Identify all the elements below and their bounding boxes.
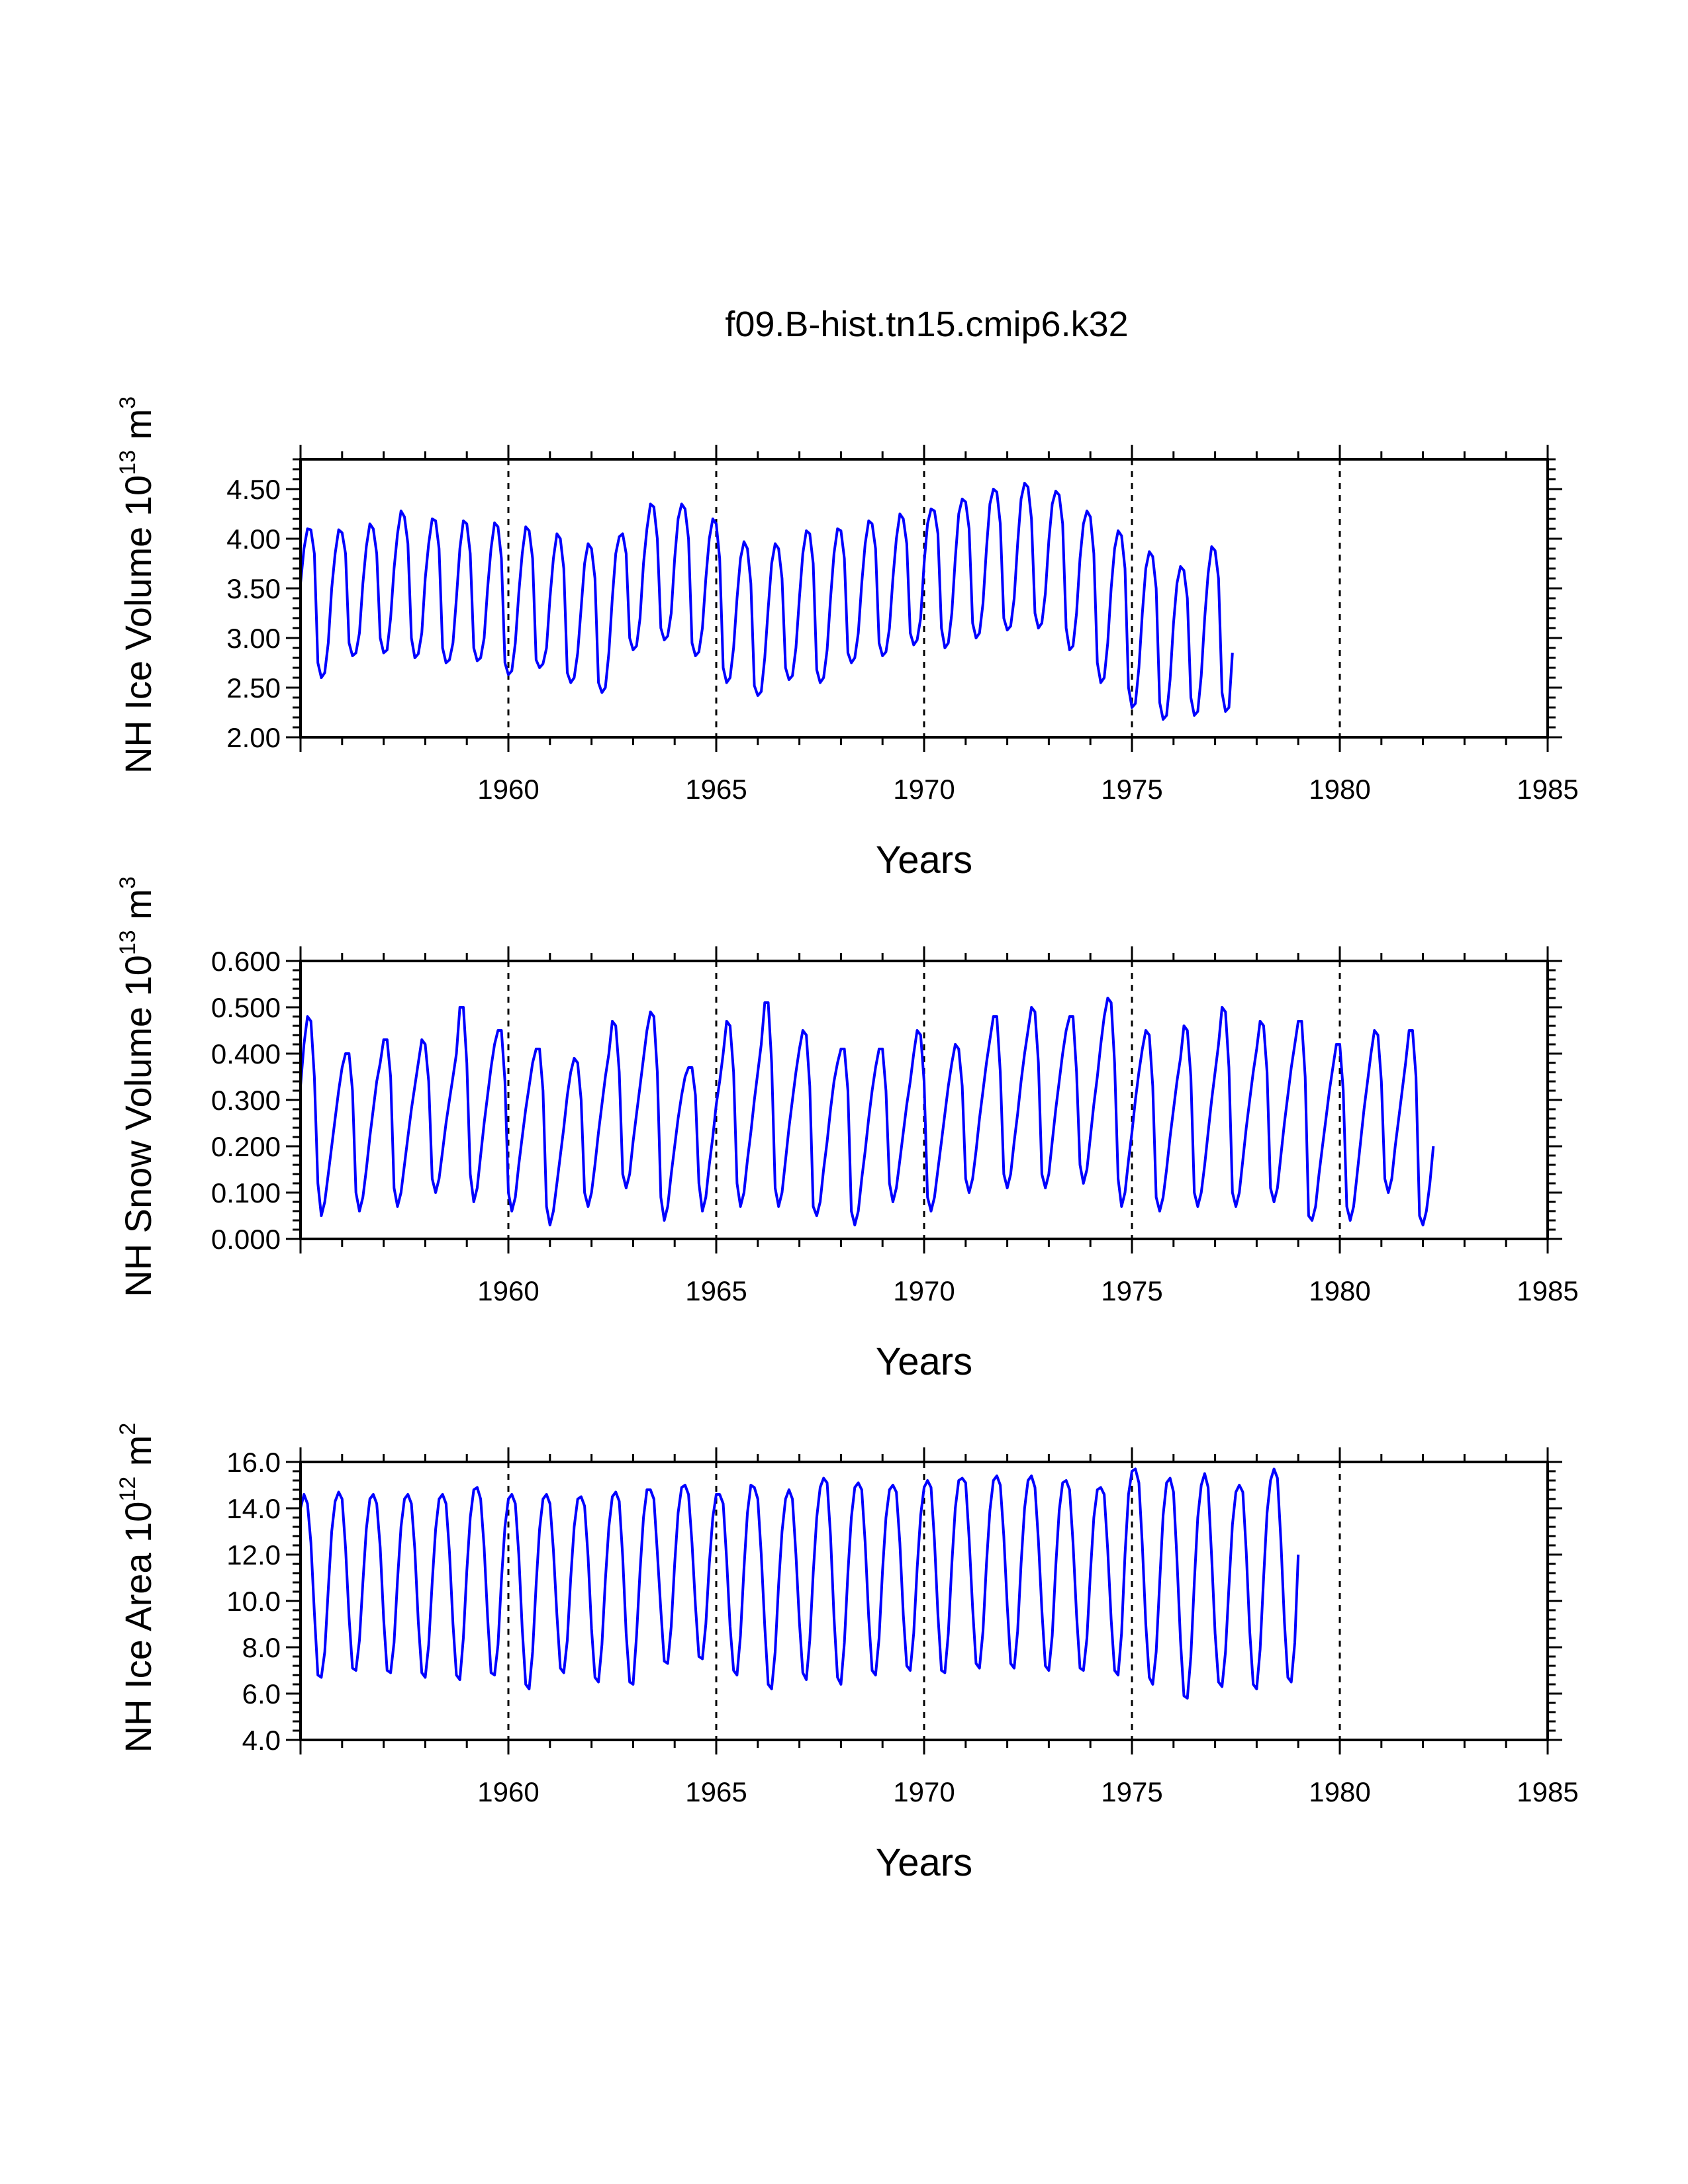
y-tick-label-0.600: 0.600 [211,946,281,977]
dashed-year-lines [507,459,1341,737]
x-tick-label-1975: 1975 [1101,774,1162,805]
y-tick-label-3.00: 3.00 [226,623,281,654]
y-tick-label-0.100: 0.100 [211,1177,281,1208]
snow-volume-series-line [299,997,1435,1226]
panel-snow-volume: 1960 1965 1970 1975 1980 1985 0.000 0.100 0.200 0… [115,876,1579,1383]
x-tick-label-1960: 1960 [477,1776,539,1807]
x-tick-label-1985: 1985 [1517,1776,1578,1807]
ylabel-unit-exponent: 2 [115,1423,140,1435]
x-tick-label-1965: 1965 [685,1275,747,1306]
ylabel-unit-exponent: 3 [115,876,140,889]
ice-area-xlabel: Years [876,1841,972,1884]
x-tick-label-1980: 1980 [1309,1275,1370,1306]
ice-volume-ylabel: NH Ice Volume 1013 m3 [115,396,159,774]
x-tick-label-1985: 1985 [1517,774,1578,805]
ylabel-exponent: 13 [115,450,140,475]
x-tick-label-1965: 1965 [685,774,747,805]
y-tick-label-12.0: 12.0 [226,1539,281,1570]
ylabel-exponent: 13 [115,930,140,955]
ylabel-unit: m [117,1435,159,1477]
ylabel-main: NH Ice Volume 10 [117,475,159,774]
y-tick-label-8.0: 8.0 [242,1632,281,1663]
snow-volume-ylabel: NH Snow Volume 1013 m3 [115,876,159,1297]
x-tick-label-1975: 1975 [1101,1776,1162,1807]
y-tick-label-4.50: 4.50 [226,474,281,505]
ylabel-unit-exponent: 3 [115,396,140,409]
ice-area-ylabel: NH Ice Area 1012 m2 [115,1423,159,1753]
y-tick-label-0.400: 0.400 [211,1038,281,1069]
x-tick-label-1975: 1975 [1101,1275,1162,1306]
x-tick-label-1980: 1980 [1309,774,1370,805]
y-tick-label-10.0: 10.0 [226,1586,281,1617]
x-tick-label-1980: 1980 [1309,1776,1370,1807]
y-tick-label-0.500: 0.500 [211,992,281,1023]
y-tick-label-2.50: 2.50 [226,672,281,704]
ylabel-main: NH Ice Area 10 [117,1502,159,1753]
ylabel-unit: m [117,889,159,930]
x-tick-label-1960: 1960 [477,1275,539,1306]
ylabel-unit: m [117,409,159,450]
x-tick-label-1965: 1965 [685,1776,747,1807]
panel-ice-area: 1960 1965 1970 1975 1980 1985 4.0 6.0 8.0 10.0 12.… [115,1423,1579,1884]
chart-title: f09.B-hist.tn15.cmip6.k32 [725,304,1128,344]
x-tick-label-1970: 1970 [893,1776,955,1807]
ice-volume-xlabel: Years [876,839,972,882]
y-tick-label-14.0: 14.0 [226,1493,281,1524]
y-tick-label-3.50: 3.50 [226,573,281,604]
y-tick-label-0.200: 0.200 [211,1131,281,1162]
panel-ice-volume: 1960 1965 1970 1975 1980 1985 2.00 2.50 3.00 3.50… [115,396,1579,882]
ice-volume-ticks: 1960 1965 1970 1975 1980 1985 2.00 2.50 3.00 3.50… [226,445,1579,805]
x-tick-label-1960: 1960 [477,774,539,805]
x-tick-label-1970: 1970 [893,774,955,805]
ice-area-ticks: 1960 1965 1970 1975 1980 1985 4.0 6.0 8.0 10.0 12.… [226,1447,1578,1807]
snow-volume-ticks: 1960 1965 1970 1975 1980 1985 0.000 0.100 0.200 0… [211,946,1579,1306]
x-tick-label-1985: 1985 [1517,1275,1578,1306]
ylabel-exponent: 12 [115,1477,140,1502]
y-tick-label-4.00: 4.00 [226,523,281,555]
y-tick-label-0.000: 0.000 [211,1224,281,1255]
y-tick-label-4.0: 4.0 [242,1725,281,1756]
ice-area-series-line [299,1467,1300,1700]
x-tick-label-1970: 1970 [893,1275,955,1306]
y-tick-label-6.0: 6.0 [242,1678,281,1709]
snow-volume-xlabel: Years [876,1340,972,1383]
ylabel-main: NH Snow Volume 10 [117,955,159,1297]
dashed-year-lines [507,1462,1341,1740]
y-tick-label-2.00: 2.00 [226,722,281,753]
y-tick-label-16.0: 16.0 [226,1447,281,1478]
y-tick-label-0.300: 0.300 [211,1085,281,1116]
ice-volume-series-line [299,482,1234,721]
